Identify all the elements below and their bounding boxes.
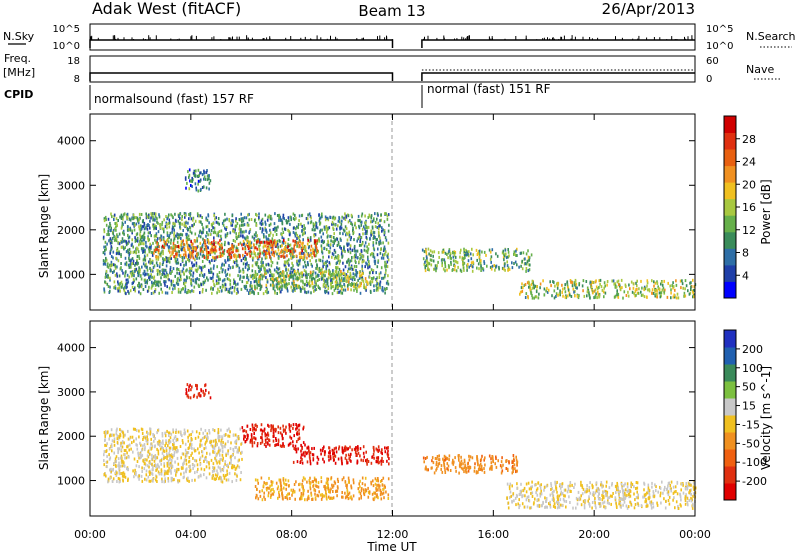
nsky-tick-bottom: 10^0 <box>53 41 80 52</box>
velocity-colorbar-cell <box>724 364 736 382</box>
freq-trace-2 <box>422 73 695 81</box>
velocity-colorbar-cell <box>724 483 736 501</box>
velocity-colorbar-tick: -15 <box>742 418 760 431</box>
time-tick-label: 04:00 <box>175 528 207 541</box>
nsky-strip: N.Sky 10^5 10^0 10^5 10^0 N.Search <box>3 24 796 52</box>
cpid-label: CPID <box>4 88 33 101</box>
power-colorbar-tick: 24 <box>742 156 756 169</box>
power-colorbar-tick: 8 <box>742 247 749 260</box>
power-ytick-label: 4000 <box>57 135 85 148</box>
power-colorbar-cell <box>724 215 736 232</box>
beam-title: Beam 13 <box>358 2 425 20</box>
power-colorbar-cell <box>724 265 736 282</box>
nave-tick-bottom: 0 <box>706 74 712 85</box>
freq-strip: Freq. [MHz] 18 8 60 0 Nave <box>3 52 780 85</box>
nsearch-tick-bottom: 10^0 <box>706 41 733 52</box>
nsearch-tick-top: 10^5 <box>706 24 733 35</box>
power-colorbar-tick: 16 <box>742 201 756 214</box>
time-tick-label: 08:00 <box>276 528 308 541</box>
freq-tick-top: 18 <box>67 56 80 67</box>
velocity-ytick-label: 2000 <box>57 430 85 443</box>
cpid-strip: CPID normalsound (fast) 157 RF normal (f… <box>4 82 551 110</box>
power-colorbar-cell <box>724 199 736 216</box>
nsearch-label: N.Search <box>746 30 796 43</box>
site-title: Adak West (fitACF) <box>92 0 241 18</box>
time-tick-label: 00:00 <box>679 528 711 541</box>
velocity-colorbar-cell <box>724 415 736 433</box>
velocity-colorbar-tick: -200 <box>742 475 767 488</box>
power-ytick-label: 1000 <box>57 268 85 281</box>
power-colorbar-tick: 4 <box>742 269 749 282</box>
freq-trace <box>90 73 393 81</box>
power-colorbar-cell <box>724 116 736 133</box>
velocity-colorbar-tick: 15 <box>742 400 756 413</box>
nsky-trace-2 <box>422 40 695 48</box>
velocity-ytick-label: 4000 <box>57 342 85 355</box>
velocity-ylabel: Slant Range [km] <box>37 366 51 470</box>
nave-tick-top: 60 <box>706 56 719 67</box>
freq-tick-bottom: 8 <box>74 74 80 85</box>
velocity-colorbar-cell <box>724 449 736 467</box>
power-panel: Slant Range [km] 1000 2000 3000 4000 <box>37 114 696 310</box>
time-tick-label: 16:00 <box>477 528 509 541</box>
velocity-colorbar-cell <box>724 432 736 450</box>
time-xlabel: Time UT <box>366 540 417 554</box>
velocity-panel: Slant Range [km] 1000 2000 3000 4000 <box>37 321 697 516</box>
velocity-colorbar-cell <box>724 330 736 348</box>
time-tick-label: 20:00 <box>578 528 610 541</box>
power-colorbar-tick: 12 <box>742 224 756 237</box>
velocity-ytick-label: 1000 <box>57 475 85 488</box>
power-ytick-label: 3000 <box>57 179 85 192</box>
velocity-colorbar-cell <box>724 398 736 416</box>
power-colorbar-cell <box>724 149 736 166</box>
velocity-colorbar-tick: 200 <box>742 343 763 356</box>
velocity-colorbar-tick: 50 <box>742 381 756 394</box>
power-colorbar-cell <box>724 282 736 299</box>
nsky-trace <box>90 40 393 48</box>
freq-label-1: Freq. <box>4 52 31 65</box>
velocity-colorbar-cell <box>724 347 736 365</box>
power-colorbar-cell <box>724 166 736 183</box>
power-ytick-label: 2000 <box>57 224 85 237</box>
power-colorbar-title: Power [dB] <box>759 179 773 244</box>
velocity-colorbar-tick: -50 <box>742 437 760 450</box>
date-title: 26/Apr/2013 <box>602 0 695 18</box>
power-colorbar-cell <box>724 133 736 150</box>
power-colorbar-cell <box>724 182 736 199</box>
velocity-ytick-label: 3000 <box>57 386 85 399</box>
cpid-mode-1: normalsound (fast) 157 RF <box>94 92 254 106</box>
power-colorbar-tick: 28 <box>742 133 756 146</box>
velocity-colorbar-cell <box>724 381 736 399</box>
cpid-mode-2: normal (fast) 151 RF <box>427 82 551 96</box>
freq-label-2: [MHz] <box>3 66 35 79</box>
nsky-label: N.Sky <box>3 30 35 43</box>
power-colorbar-cell <box>724 232 736 249</box>
nave-label: Nave <box>746 63 774 76</box>
velocity-colorbar-title: Velocity [m s^-1] <box>759 366 773 470</box>
nsky-tick-top: 10^5 <box>53 24 80 35</box>
power-colorbar: 28 24 20 16 12 8 4 Power [dB] <box>724 116 773 299</box>
power-colorbar-cell <box>724 248 736 265</box>
power-ylabel: Slant Range [km] <box>37 174 51 278</box>
time-tick-label: 00:00 <box>74 528 106 541</box>
velocity-colorbar-cell <box>724 466 736 484</box>
power-colorbar-tick: 20 <box>742 178 756 191</box>
